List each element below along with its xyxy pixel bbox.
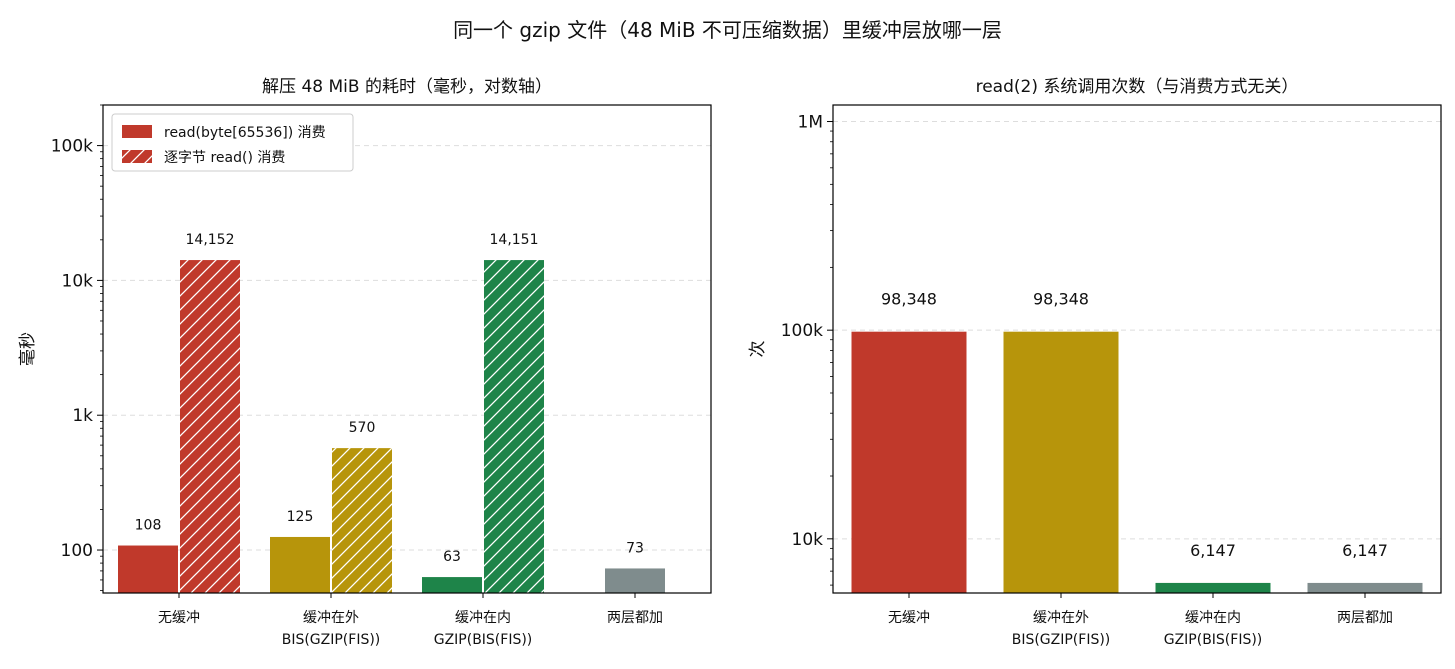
legend-swatch <box>122 125 152 138</box>
x-category-label: 无缓冲 <box>158 610 200 626</box>
y-tick-label: 1M <box>798 113 823 133</box>
legend-swatch-hatch <box>122 150 152 163</box>
chart-right-syscalls: read(2) 系统调用次数（与消费方式无关） 10k 100k 1M 次 98,348 9… <box>748 77 1442 648</box>
legend-label: read(byte[65536]) 消费 <box>164 125 326 141</box>
bar-value-label: 570 <box>349 420 376 436</box>
bar-hatch <box>484 260 544 593</box>
bar-value-label: 98,348 <box>1033 290 1089 309</box>
bar-hatch <box>180 260 240 593</box>
bar-buffered-read <box>118 545 178 593</box>
x-category-label: BIS(GZIP(FIS)) <box>1012 632 1111 648</box>
bar-value-label: 6,147 <box>1190 541 1236 560</box>
bar-buffered-read <box>605 568 665 593</box>
legend-box <box>111 113 354 172</box>
chart-left-duration: 解压 48 MiB 的耗时（毫秒，对数轴） 100 1k 10k 100k 毫秒 108 12… <box>18 77 712 648</box>
bar-value-label: 98,348 <box>881 290 937 309</box>
bar-value-label: 14,151 <box>490 232 539 248</box>
bar-syscall-count <box>851 331 967 593</box>
x-category-label: 无缓冲 <box>888 610 930 626</box>
x-category-label: 缓冲在内 <box>1185 610 1241 626</box>
chart-title: read(2) 系统调用次数（与消费方式无关） <box>976 77 1299 97</box>
x-category-label: 缓冲在外 <box>303 610 359 626</box>
bar-value-label: 125 <box>287 509 314 525</box>
x-category-label: BIS(GZIP(FIS)) <box>282 632 381 648</box>
plot-frame <box>102 104 712 594</box>
y-axis-label: 毫秒 <box>18 332 38 366</box>
bar-value-label: 63 <box>443 549 461 565</box>
chart-title: 解压 48 MiB 的耗时（毫秒，对数轴） <box>262 77 552 97</box>
plot-frame <box>832 104 1442 594</box>
figure-title: 同一个 gzip 文件（48 MiB 不可压缩数据）里缓冲层放哪一层 <box>453 18 1002 42</box>
bar-value-label: 6,147 <box>1342 541 1388 560</box>
bar-buffered-read <box>422 577 482 593</box>
y-tick-label: 10k <box>792 530 824 550</box>
y-tick-label: 1k <box>72 406 93 426</box>
y-tick-label: 100k <box>781 321 823 341</box>
bar-syscall-count <box>1307 582 1423 593</box>
x-category-label: 两层都加 <box>607 610 663 626</box>
y-axis-label: 次 <box>748 341 768 358</box>
legend-label: 逐字节 read() 消费 <box>164 150 285 166</box>
bar-syscall-count <box>1155 582 1271 593</box>
x-category-label: 缓冲在外 <box>1033 610 1089 626</box>
y-tick-label: 100k <box>51 137 93 157</box>
bar-value-label: 14,152 <box>186 232 235 248</box>
x-category-label: GZIP(BIS(FIS)) <box>1164 632 1263 648</box>
y-tick-label: 10k <box>62 271 94 291</box>
y-tick-label: 100 <box>61 541 93 561</box>
x-category-label: GZIP(BIS(FIS)) <box>434 632 533 648</box>
x-category-label: 两层都加 <box>1337 610 1393 626</box>
bar-value-label: 73 <box>626 540 644 556</box>
bar-syscall-count <box>1003 331 1119 593</box>
bar-value-label: 108 <box>135 518 162 534</box>
bar-buffered-read <box>270 536 330 593</box>
x-category-label: 缓冲在内 <box>455 610 511 626</box>
bar-hatch <box>332 448 392 593</box>
